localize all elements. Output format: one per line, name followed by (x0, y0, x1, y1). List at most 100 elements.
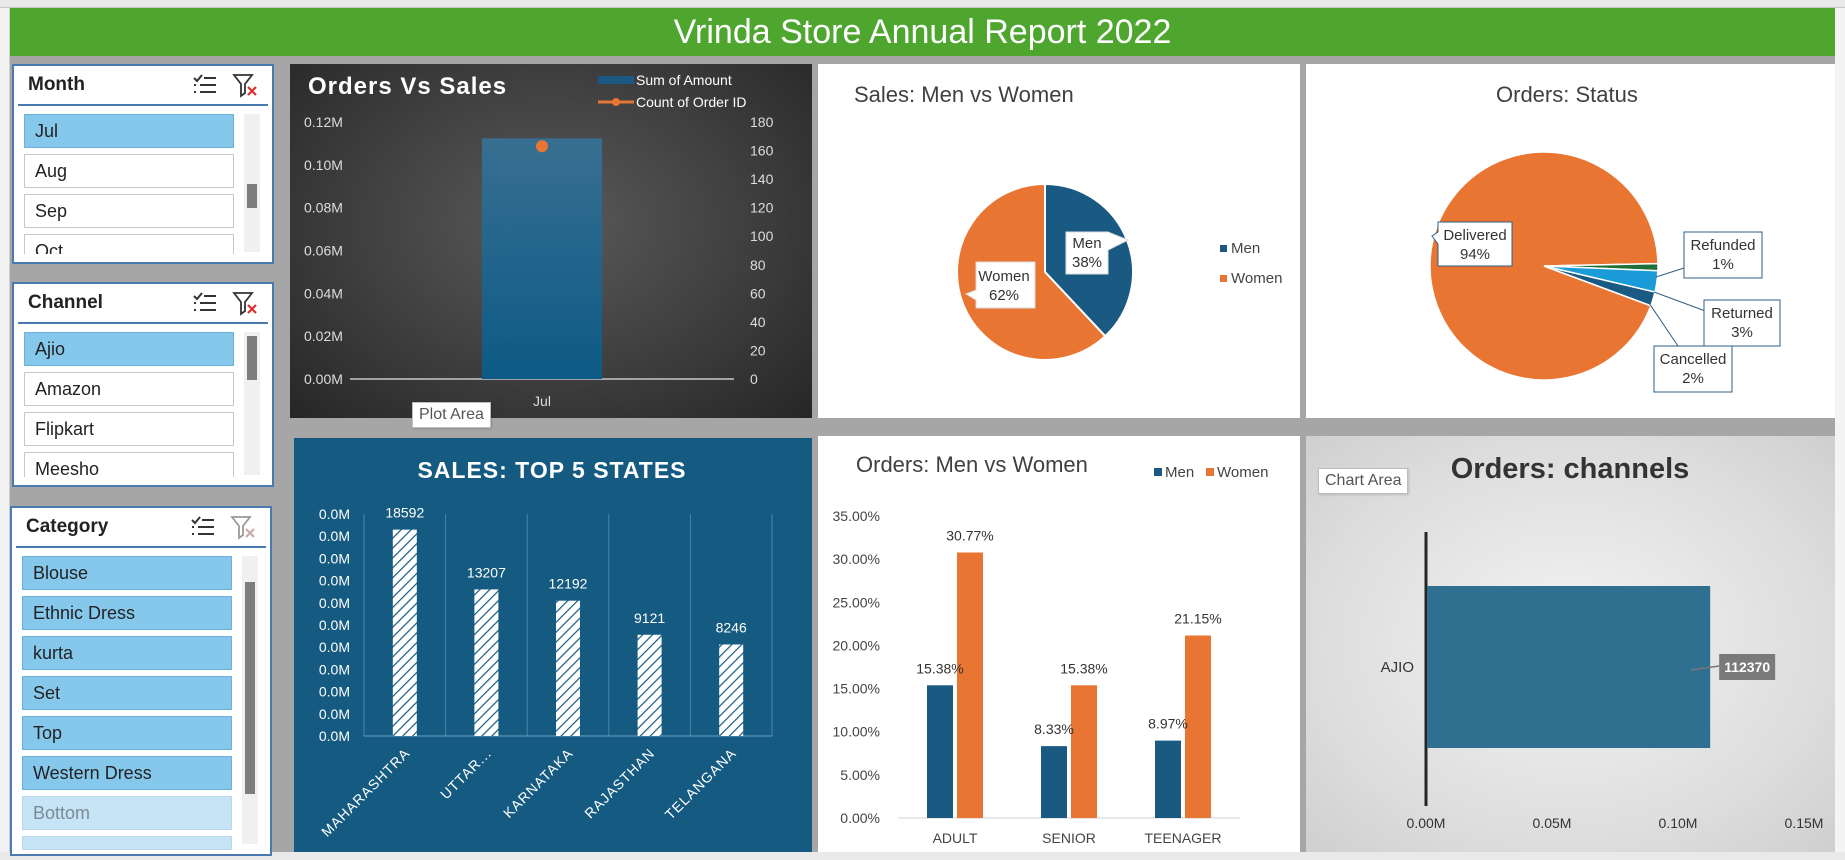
y-tick-label: 0.0M (319, 528, 350, 544)
bar-maharashtra[interactable] (392, 529, 417, 736)
label-name: Returned (1711, 305, 1773, 322)
multi-select-icon[interactable] (190, 514, 216, 540)
bars (927, 552, 1211, 818)
data-label: 15.38% (1060, 660, 1107, 676)
category-item-western-dress[interactable]: Western Dress (22, 756, 232, 790)
legend-women: Women (1231, 270, 1282, 287)
orders-men-vs-women-chart[interactable]: Orders: Men vs Women Men Women 0.00% 5.00… (818, 436, 1300, 852)
data-labels: 18592 13207 12192 9121 8246 (385, 505, 747, 636)
leader-line (1646, 299, 1679, 347)
x-tick-label: SENIOR (1042, 830, 1096, 846)
category-item-set[interactable]: Set (22, 676, 232, 710)
channels-svg: Orders: channels AJIO 112370 0.00M 0.05M 0… (1381, 453, 1824, 831)
y2-tick-label: 40 (750, 314, 766, 330)
states-svg: SALES: TOP 5 STATES 0.0M0.0M0.0M0.0M0.0M… (318, 457, 773, 840)
legend-swatch-women (1206, 468, 1214, 476)
x-tick-label: UTTAR... (437, 745, 494, 802)
category-item-blouse[interactable]: Blouse (22, 556, 232, 590)
bar-men-senior[interactable] (1041, 746, 1067, 818)
column-header-strip (0, 0, 1845, 8)
month-slicer-scrollbar[interactable] (244, 114, 260, 252)
bar-women-teenager[interactable] (1185, 635, 1211, 818)
callout-box (1431, 221, 1513, 267)
y2-axis-ticks: 0 20 40 60 80 100 120 140 160 180 (750, 114, 774, 387)
channel-slicer[interactable]: Channel Ajio Amazon Flipkart Meesho (12, 282, 274, 487)
item-label: Blouse (33, 562, 89, 583)
month-slicer[interactable]: Month Jul Aug Sep Oct (12, 64, 274, 264)
x-tick-label: ADULT (933, 830, 978, 846)
channel-item-amazon[interactable]: Amazon (24, 372, 234, 406)
y-tick-label: 0.0M (319, 639, 350, 655)
category-item-partial[interactable] (22, 836, 232, 850)
y-tick-label: 5.00% (840, 767, 880, 783)
month-item-aug[interactable]: Aug (24, 154, 234, 188)
leader-line (1653, 291, 1709, 313)
multi-select-icon[interactable] (192, 72, 218, 98)
multi-select-icon[interactable] (192, 290, 218, 316)
category-item-kurta[interactable]: kurta (22, 636, 232, 670)
bar-ajio[interactable] (1427, 586, 1711, 748)
label-leader (1691, 665, 1720, 671)
label-name: Women (978, 268, 1029, 285)
bar-men-teenager[interactable] (1155, 740, 1181, 818)
bar-karnataka[interactable] (556, 600, 580, 736)
clear-filter-icon[interactable] (232, 72, 258, 98)
category-item-ethnic-dress[interactable]: Ethnic Dress (22, 596, 232, 630)
bar-women-adult[interactable] (957, 552, 983, 818)
y-tick-label: 0.04M (304, 285, 343, 301)
y-axis-ticks: 0.0M 0.0M 0.0M 0.0M 0.0M 0.0M 0.0M 0.0M 0.0M 0.0M… (319, 506, 350, 744)
data-label-returned: Returned 3% (1653, 291, 1781, 347)
callout-box (1683, 231, 1763, 279)
item-label: Amazon (35, 378, 102, 399)
channel-item-flipkart[interactable]: Flipkart (24, 412, 234, 446)
scrollbar-thumb[interactable] (247, 184, 257, 208)
top-5-states-chart[interactable]: SALES: TOP 5 STATES 0.0M 0.0M 0.0M 0.0M 0.0M… (294, 438, 812, 852)
sheet-bottom-strip (0, 852, 1845, 860)
clear-filter-icon[interactable] (232, 290, 258, 316)
item-label: Flipkart (35, 418, 95, 439)
x-tick-label: 0.00M (1407, 815, 1446, 831)
y-axis-ticks: 0.00% 5.00% 10.00% 15.00% 20.00% 25.00% 30.00%… (833, 508, 880, 826)
orders-vs-sales-chart[interactable]: Orders Vs Sales Sum of Amount Count of O… (290, 64, 812, 428)
data-label-box (1719, 654, 1776, 680)
category-item-bottom[interactable]: Bottom (22, 796, 232, 830)
data-label: 30.77% (946, 527, 993, 543)
month-item-jul[interactable]: Jul (24, 114, 234, 148)
item-label: Ajio (35, 338, 66, 359)
x-tick-label: RAJASTHAN (581, 745, 658, 822)
category-item-top[interactable]: Top (22, 716, 232, 750)
item-label: Bottom (33, 802, 91, 823)
bar-uttar[interactable] (474, 589, 499, 736)
channel-slicer-title: Channel (28, 292, 103, 313)
item-label: Ethnic Dress (33, 602, 136, 623)
month-item-sep[interactable]: Sep (24, 194, 234, 228)
callout-box (1703, 299, 1781, 347)
orders-gender-svg: Orders: Men vs Women Men Women 0.00% 5.00… (833, 452, 1269, 846)
label-value: 94% (1460, 246, 1490, 263)
month-item-oct[interactable]: Oct (24, 234, 234, 254)
bar-telangana[interactable] (719, 644, 744, 736)
scrollbar-thumb[interactable] (245, 582, 255, 794)
bar-men-adult[interactable] (927, 685, 953, 818)
point-count-of-order-id[interactable] (536, 140, 548, 153)
sales-men-vs-women-chart[interactable]: Sales: Men vs Women Men 38% Women 62% Me… (818, 64, 1300, 418)
data-label-cancelled: Cancelled 2% (1646, 299, 1733, 393)
chart-title: Orders: Men vs Women (856, 452, 1088, 477)
bar-sum-of-amount[interactable] (482, 138, 602, 379)
orders-status-chart[interactable]: Orders: Status Delivered 94% Refunded 1%… (1306, 64, 1835, 418)
orders-channels-chart[interactable]: Orders: channels AJIO 112370 0.00M 0.05M 0… (1306, 436, 1835, 852)
channel-item-ajio[interactable]: Ajio (24, 332, 234, 366)
bar-rajasthan[interactable] (637, 634, 662, 736)
report-title-banner: Vrinda Store Annual Report 2022 (10, 8, 1835, 56)
legend-amount: Sum of Amount (636, 72, 732, 88)
channel-item-meesho[interactable]: Meesho (24, 452, 234, 477)
scrollbar-thumb[interactable] (247, 336, 257, 380)
clear-filter-icon[interactable] (230, 514, 256, 540)
bar-women-senior[interactable] (1071, 685, 1097, 818)
category-slicer[interactable]: Category Blouse Ethnic Dress kurta Set T… (10, 506, 272, 856)
category-slicer-scrollbar[interactable] (242, 556, 258, 844)
y-tick-label: 25.00% (833, 594, 880, 610)
y-tick-label: 0.0M (319, 595, 350, 611)
channel-slicer-scrollbar[interactable] (244, 332, 260, 475)
legend-swatch-men (1220, 245, 1227, 252)
